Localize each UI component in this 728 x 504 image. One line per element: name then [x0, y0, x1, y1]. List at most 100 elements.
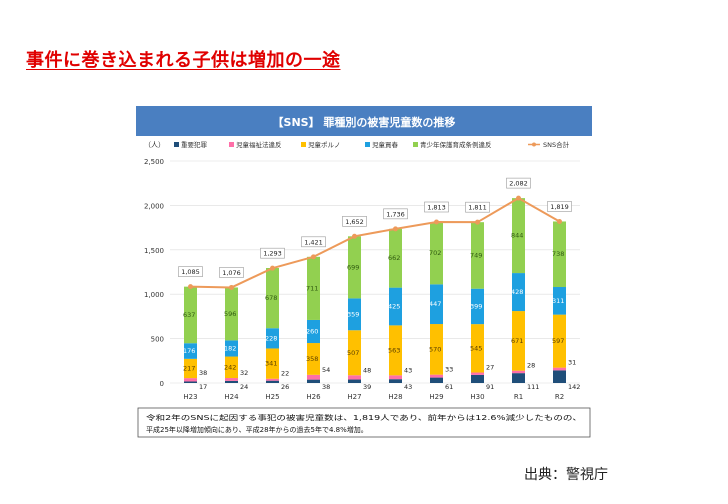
data-label: 54 — [322, 366, 330, 374]
data-label: 711 — [306, 284, 318, 292]
total-label-box — [260, 247, 285, 259]
x-tick-label: R2 — [555, 393, 564, 401]
data-label: 111 — [527, 383, 539, 391]
legend-marker — [532, 142, 536, 147]
data-label: 28 — [527, 362, 535, 370]
bar-segment — [512, 311, 525, 371]
total-label-box — [219, 267, 244, 278]
bar-segment — [430, 324, 443, 375]
bar-segment — [512, 273, 525, 312]
legend-swatch — [174, 142, 179, 147]
bar-segment — [348, 330, 361, 376]
bar-segment — [266, 348, 279, 379]
bar-segment — [184, 286, 197, 344]
bar-segment — [184, 381, 197, 383]
total-marker — [352, 233, 357, 239]
data-label: 399 — [470, 302, 482, 310]
data-label: 570 — [429, 345, 441, 353]
source-credit: 出典：警視庁 — [524, 467, 608, 483]
data-label: 597 — [552, 337, 564, 345]
bar-segment — [430, 222, 443, 285]
data-label: 31 — [568, 359, 576, 367]
data-label: 142 — [568, 383, 580, 391]
total-marker — [516, 195, 521, 201]
y-tick-label: 0 — [160, 380, 164, 388]
legend-swatch — [365, 142, 370, 147]
data-label: 61 — [445, 383, 453, 391]
y-tick-label: 2,000 — [144, 202, 164, 210]
data-label: 182 — [224, 344, 236, 352]
data-label: 359 — [347, 310, 359, 318]
legend-label: 児童買春 — [372, 140, 399, 149]
total-label: 1,819 — [550, 203, 569, 211]
chart-note-line: 令和2年のSNSに起因する事犯の被害児童数は、1,819人であり、前年からは12… — [146, 413, 582, 422]
chart-title: 【SNS】 罪種別の被害児童数の推移 — [273, 115, 456, 129]
bar-segment — [553, 287, 566, 315]
bar-segment — [389, 379, 402, 383]
total-label: 1,652 — [345, 218, 364, 226]
bar-segment — [225, 340, 238, 357]
bar-segment — [512, 373, 525, 383]
data-label: 596 — [224, 310, 236, 318]
x-tick-label: H25 — [265, 393, 279, 401]
data-label: 844 — [511, 232, 523, 240]
bar-segment — [266, 380, 279, 383]
bar-segment — [430, 377, 443, 383]
data-label: 26 — [281, 383, 289, 391]
total-label: 1,736 — [386, 210, 405, 218]
bar-segment — [471, 288, 484, 325]
legend-swatch — [229, 142, 234, 147]
data-label: 545 — [470, 344, 482, 352]
data-label: 260 — [306, 327, 318, 335]
legend-swatch — [301, 142, 306, 147]
data-label: 637 — [183, 311, 195, 319]
bar-segment — [307, 379, 320, 383]
bar-segment — [348, 236, 361, 299]
bar-segment — [225, 380, 238, 383]
bar-segment — [307, 319, 320, 344]
total-label: 1,421 — [304, 238, 323, 246]
total-marker — [270, 265, 275, 271]
bar-segment — [266, 328, 279, 349]
chart-panel: 【SNS】 罪種別の被害児童数の推移 （人） 重要犯罪 児童福祉法違反 児童ポルノ 児童買… — [136, 106, 592, 439]
total-label: 1,076 — [222, 269, 241, 277]
bar-segment — [430, 374, 443, 378]
bar-segment — [471, 372, 484, 375]
y-tick-label: 1,000 — [144, 291, 164, 299]
bar-segment — [184, 358, 197, 379]
bar-segment — [471, 374, 484, 383]
total-marker — [434, 219, 439, 225]
bar-segment — [471, 324, 484, 373]
x-tick-label: H26 — [306, 393, 321, 401]
bar-segment — [348, 298, 361, 331]
data-label: 678 — [265, 294, 277, 302]
chart-note-line: 平成25年以降増加傾向にあり、平成28年からの過去5年で4.8%増加。 — [146, 425, 368, 434]
data-label: 311 — [552, 297, 564, 305]
data-label: 22 — [281, 370, 289, 378]
total-line — [190, 196, 560, 289]
bar-segment — [389, 228, 402, 288]
data-label: 32 — [240, 369, 248, 377]
total-label: 1,085 — [181, 268, 200, 276]
legend-label: SNS合計 — [543, 140, 570, 149]
data-label: 17 — [199, 383, 207, 391]
data-label: 702 — [429, 249, 441, 257]
bar-segment — [512, 198, 525, 274]
x-tick-label: H29 — [429, 393, 443, 401]
total-marker — [475, 219, 480, 225]
legend-label: 重要犯罪 — [181, 140, 208, 149]
bar-segment — [430, 284, 443, 325]
legend-label: 青少年保護育成条例違反 — [420, 140, 492, 149]
data-label: 341 — [265, 360, 277, 368]
bar-segment — [553, 314, 566, 368]
data-label: 48 — [363, 366, 371, 374]
total-label-box — [178, 266, 203, 277]
bar-segment — [389, 375, 402, 380]
note-box — [137, 407, 591, 438]
bar-segment — [225, 378, 238, 381]
total-label: 1,811 — [468, 204, 487, 212]
total-marker — [311, 254, 316, 260]
data-label: 428 — [511, 288, 523, 296]
x-tick-label: H28 — [388, 393, 402, 401]
bar-segment — [266, 378, 279, 381]
